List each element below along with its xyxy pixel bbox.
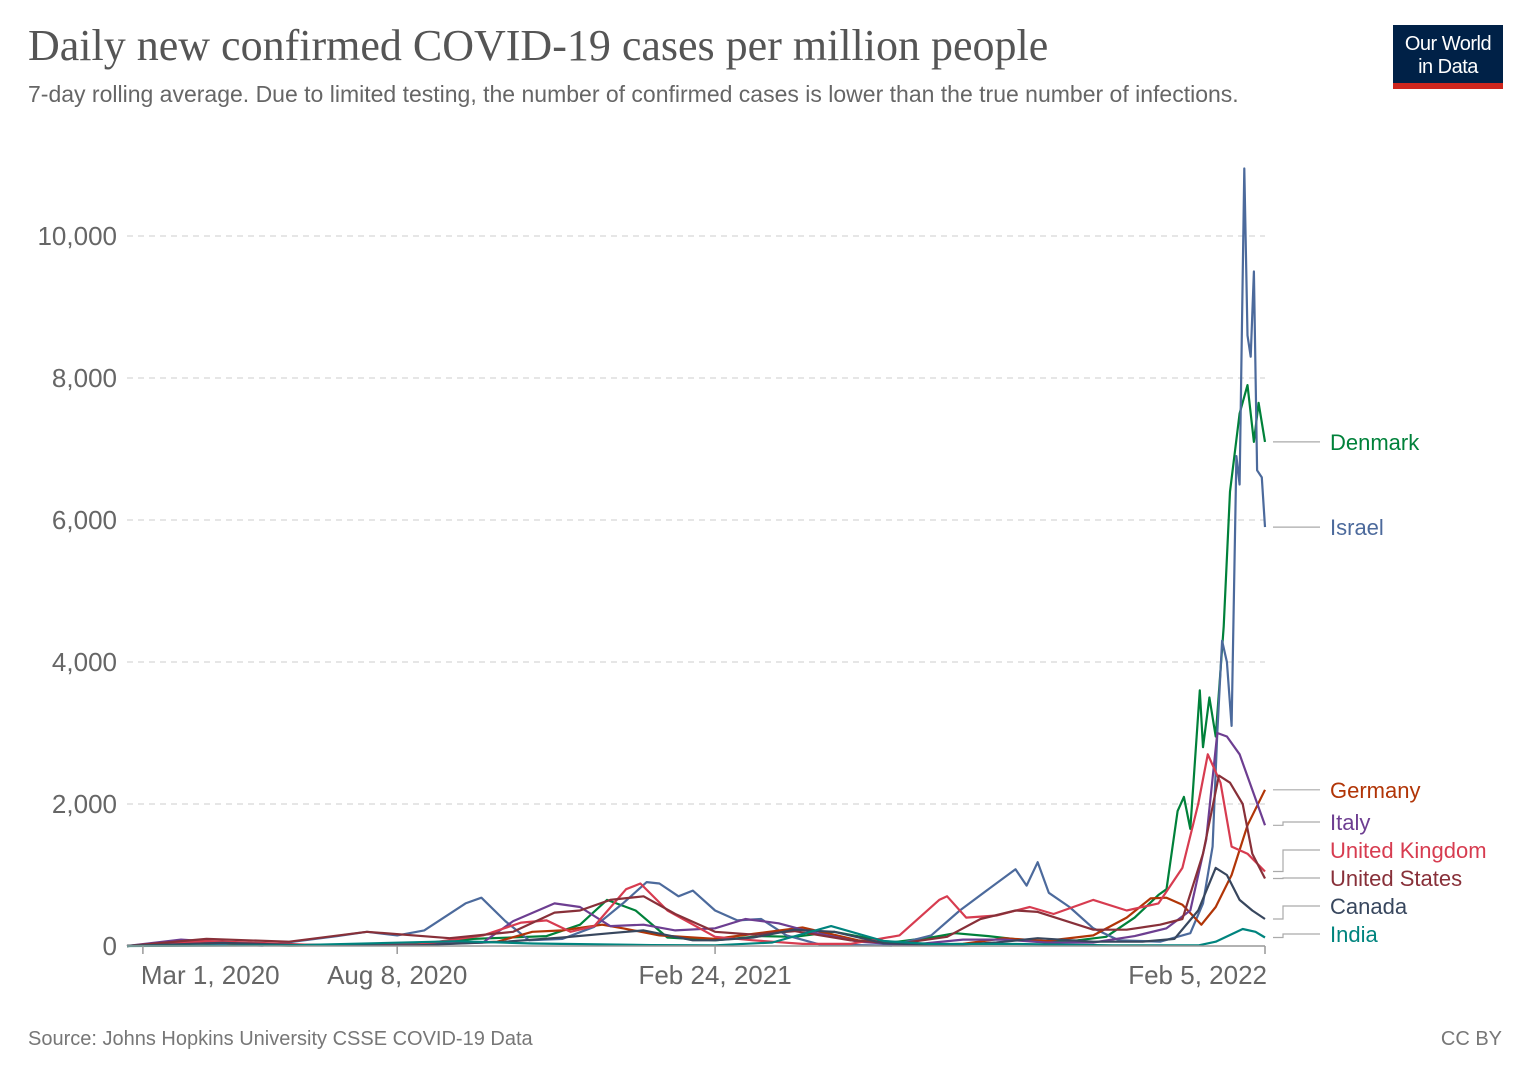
- series-label-connector: [1273, 905, 1320, 920]
- series-label-united-kingdom[interactable]: United Kingdom: [1330, 838, 1487, 863]
- x-axis: Mar 1, 2020 Aug 8, 2020 Feb 24, 2021 Feb 5,…: [127, 945, 1267, 990]
- series-label-connector: [1273, 849, 1320, 873]
- series-label-connector: [1273, 821, 1320, 826]
- series-label-germany[interactable]: Germany: [1330, 778, 1420, 803]
- logo-line-2: in Data: [1418, 56, 1478, 78]
- series-label-connector: [1273, 877, 1320, 880]
- grid-lines: 0 2,000 4,000 6,000 8,000 10,000: [37, 221, 1265, 961]
- series-line-united-states[interactable]: [126, 774, 1266, 948]
- series-line-canada[interactable]: [126, 866, 1266, 948]
- x-tick-label: Aug 8, 2020: [327, 960, 467, 990]
- x-tick-label: Mar 1, 2020: [141, 960, 280, 990]
- y-tick-label: 2,000: [52, 789, 117, 819]
- series-line-united-kingdom[interactable]: [126, 753, 1266, 948]
- series-label-india[interactable]: India: [1330, 922, 1378, 947]
- y-tick-label: 4,000: [52, 647, 117, 677]
- y-tick-label: 0: [103, 931, 117, 961]
- series-label-connector: [1273, 933, 1320, 939]
- series-labels: Denmark Israel Germany Italy United Kingdom U…: [1273, 430, 1487, 947]
- series-label-canada[interactable]: Canada: [1330, 894, 1408, 919]
- x-tick-label: Feb 24, 2021: [638, 960, 791, 990]
- license-link[interactable]: CC BY: [1440, 1028, 1502, 1050]
- chart-subtitle: 7-day rolling average. Due to limited te…: [28, 81, 1239, 107]
- y-tick-label: 10,000: [37, 221, 117, 251]
- series-line-italy[interactable]: [126, 731, 1267, 948]
- y-tick-label: 6,000: [52, 505, 117, 535]
- series-label-united-states[interactable]: United States: [1330, 866, 1462, 891]
- series-line-denmark[interactable]: [126, 384, 1267, 948]
- series-label-israel[interactable]: Israel: [1330, 515, 1384, 540]
- logo-line-1: Our World: [1404, 33, 1492, 55]
- source-note[interactable]: Source: Johns Hopkins University CSSE CO…: [28, 1028, 533, 1050]
- series-line-israel[interactable]: [126, 167, 1267, 948]
- x-tick-label: Feb 5, 2022: [1128, 960, 1267, 990]
- series-label-denmark[interactable]: Denmark: [1330, 430, 1420, 455]
- series-label-italy[interactable]: Italy: [1330, 810, 1370, 835]
- series-lines: [126, 167, 1267, 948]
- series-line-india[interactable]: [126, 925, 1266, 948]
- y-tick-label: 8,000: [52, 363, 117, 393]
- logo-accent-bar: [1393, 83, 1503, 89]
- owid-logo[interactable]: Our World in Data: [1393, 25, 1503, 89]
- chart-title: Daily new confirmed COVID-19 cases per m…: [28, 21, 1049, 70]
